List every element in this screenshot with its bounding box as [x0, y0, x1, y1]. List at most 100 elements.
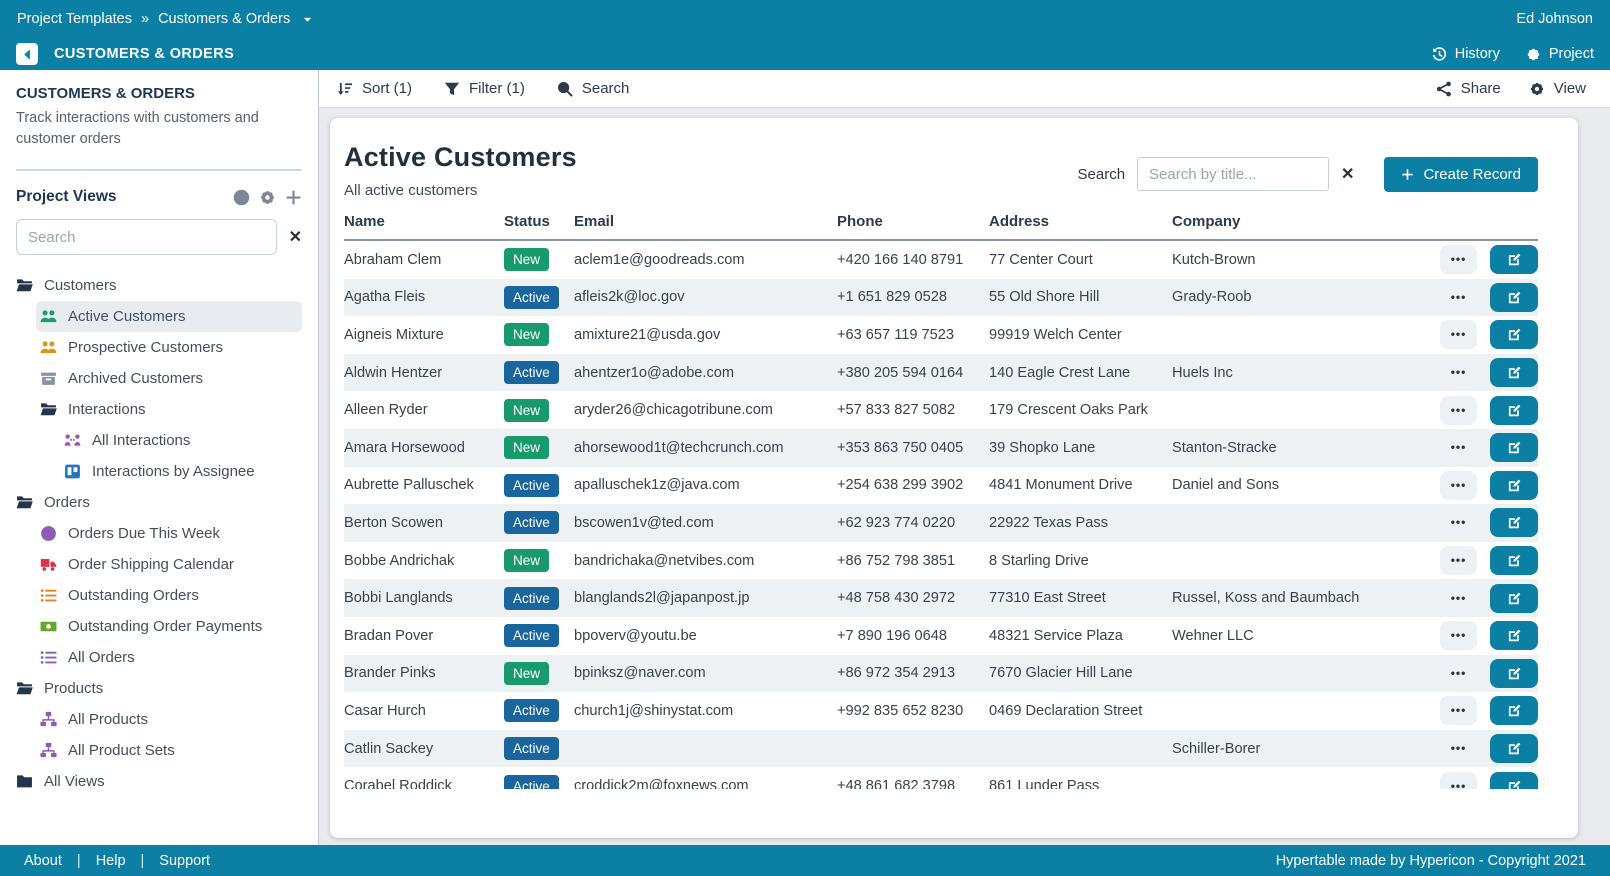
sidebar-item-customers[interactable]: Customers	[16, 270, 302, 301]
breadcrumb-project-templates[interactable]: Project Templates	[17, 11, 132, 27]
edit-icon	[1507, 478, 1522, 493]
cell-status: Active	[504, 511, 574, 534]
cell-name: Bobbi Langlands	[344, 590, 504, 606]
row-more-button[interactable]: •••	[1440, 584, 1477, 613]
row-more-button[interactable]: •••	[1440, 734, 1477, 763]
row-more-button[interactable]: •••	[1440, 772, 1477, 789]
sidebar-item-label: Archived Customers	[68, 370, 203, 387]
cell-name: Agatha Fleis	[344, 289, 504, 305]
row-more-button[interactable]: •••	[1440, 621, 1477, 650]
sidebar-description: Track interactions with customers and cu…	[16, 108, 302, 150]
sidebar-search-input[interactable]	[16, 219, 277, 255]
sidebar-item-outstanding-orders[interactable]: Outstanding Orders	[16, 580, 302, 611]
row-edit-button[interactable]	[1490, 396, 1538, 425]
row-edit-button[interactable]	[1490, 696, 1538, 725]
cell-company: Daniel and Sons	[1172, 477, 1431, 493]
user-name[interactable]: Ed Johnson	[1516, 11, 1593, 27]
view-settings-button[interactable]: View	[1529, 80, 1586, 97]
sidebar-item-active-customers[interactable]: Active Customers	[36, 301, 302, 332]
cell-email: aryder26@chicagotribune.com	[574, 402, 837, 418]
table-row: Bobbi LanglandsActiveblanglands2l@japanp…	[344, 579, 1538, 617]
row-edit-button[interactable]	[1490, 433, 1538, 462]
sidebar-heading: CUSTOMERS & ORDERS	[16, 85, 302, 102]
row-more-button[interactable]: •••	[1440, 358, 1477, 387]
toolbar-search-button[interactable]: Search	[557, 80, 630, 97]
share-button[interactable]: Share	[1436, 80, 1501, 97]
row-edit-button[interactable]	[1490, 358, 1538, 387]
row-more-button[interactable]: •••	[1440, 696, 1477, 725]
table-row: Catlin SackeyActiveSchiller-Borer•••	[344, 730, 1538, 768]
sidebar-item-prospective-customers[interactable]: Prospective Customers	[16, 332, 302, 363]
breadcrumb-current-project[interactable]: Customers & Orders	[158, 11, 290, 27]
history-icon	[1432, 47, 1447, 62]
edit-icon	[1507, 779, 1522, 789]
cell-phone: +420 166 140 8791	[837, 252, 989, 268]
filter-button[interactable]: Filter (1)	[444, 80, 525, 97]
row-edit-button[interactable]	[1490, 772, 1538, 789]
sidebar-item-all-views[interactable]: All Views	[16, 766, 302, 797]
row-edit-button[interactable]	[1490, 584, 1538, 613]
sidebar-item-all-product-sets[interactable]: All Product Sets	[16, 735, 302, 766]
cell-address: 39 Shopko Lane	[989, 440, 1172, 456]
row-edit-button[interactable]	[1490, 471, 1538, 500]
row-more-button[interactable]: •••	[1440, 546, 1477, 575]
history-button[interactable]: History	[1432, 46, 1500, 62]
row-more-button[interactable]: •••	[1440, 283, 1477, 312]
sidebar-item-orders-due-this-week[interactable]: Orders Due This Week	[16, 518, 302, 549]
project-settings-button[interactable]: Project	[1526, 46, 1594, 62]
row-edit-button[interactable]	[1490, 283, 1538, 312]
cell-name: Aldwin Hentzer	[344, 365, 504, 381]
row-more-button[interactable]: •••	[1440, 659, 1477, 688]
sidebar-item-interactions-by-assignee[interactable]: Interactions by Assignee	[16, 456, 302, 487]
row-edit-button[interactable]	[1490, 659, 1538, 688]
column-header-actions	[1431, 213, 1538, 230]
cell-email: amixture21@usda.gov	[574, 327, 837, 343]
add-view-button[interactable]	[285, 189, 302, 206]
help-button[interactable]	[233, 189, 250, 206]
sidebar-item-label: Outstanding Order Payments	[68, 618, 262, 635]
chevron-down-icon[interactable]	[301, 13, 314, 26]
row-more-button[interactable]: •••	[1440, 245, 1477, 274]
gear-icon	[1529, 81, 1545, 97]
sidebar-item-all-orders[interactable]: All Orders	[16, 642, 302, 673]
row-more-button[interactable]: •••	[1440, 471, 1477, 500]
record-search-input[interactable]	[1137, 157, 1329, 191]
back-button[interactable]	[16, 43, 38, 65]
row-edit-button[interactable]	[1490, 245, 1538, 274]
row-edit-button[interactable]	[1490, 508, 1538, 537]
cell-email: bpinksz@naver.com	[574, 665, 837, 681]
footer-link-about[interactable]: About	[24, 853, 62, 869]
clear-record-search-button[interactable]: ✕	[1341, 164, 1354, 184]
table-row: Agatha FleisActiveafleis2k@loc.gov+1 651…	[344, 279, 1538, 317]
status-badge: Active	[504, 361, 559, 384]
footer-link-help[interactable]: Help	[96, 853, 126, 869]
views-settings-button[interactable]	[259, 189, 276, 206]
sidebar-item-archived-customers[interactable]: Archived Customers	[16, 363, 302, 394]
row-edit-button[interactable]	[1490, 734, 1538, 763]
sidebar-item-interactions[interactable]: Interactions	[16, 394, 302, 425]
row-more-button[interactable]: •••	[1440, 320, 1477, 349]
row-edit-button[interactable]	[1490, 320, 1538, 349]
table-row: Amara HorsewoodNewahorsewood1t@techcrunc…	[344, 429, 1538, 467]
footer-link-support[interactable]: Support	[159, 853, 210, 869]
sidebar-item-orders[interactable]: Orders	[16, 487, 302, 518]
cell-actions: •••	[1431, 508, 1538, 537]
edit-icon	[1507, 703, 1522, 718]
row-edit-button[interactable]	[1490, 621, 1538, 650]
sidebar-item-all-interactions[interactable]: All Interactions	[16, 425, 302, 456]
table-body: Abraham ClemNewaclem1e@goodreads.com+420…	[344, 241, 1538, 789]
cell-actions: •••	[1431, 584, 1538, 613]
row-more-button[interactable]: •••	[1440, 508, 1477, 537]
sidebar-item-all-products[interactable]: All Products	[16, 704, 302, 735]
create-record-button[interactable]: Create Record	[1384, 157, 1538, 192]
row-more-button[interactable]: •••	[1440, 433, 1477, 462]
sidebar-item-products[interactable]: Products	[16, 673, 302, 704]
row-edit-button[interactable]	[1490, 546, 1538, 575]
sidebar-item-outstanding-order-payments[interactable]: Outstanding Order Payments	[16, 611, 302, 642]
row-more-button[interactable]: •••	[1440, 396, 1477, 425]
sidebar-item-order-shipping-calendar[interactable]: Order Shipping Calendar	[16, 549, 302, 580]
sort-button[interactable]: Sort (1)	[337, 80, 412, 97]
clear-sidebar-search-button[interactable]: ✕	[289, 227, 302, 247]
cell-actions: •••	[1431, 772, 1538, 789]
column-header-phone: Phone	[837, 213, 989, 230]
